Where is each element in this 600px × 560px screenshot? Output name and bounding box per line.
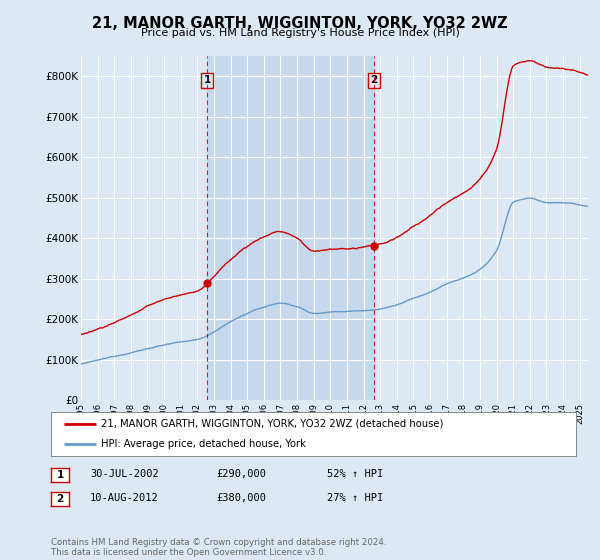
Text: 52% ↑ HPI: 52% ↑ HPI — [327, 469, 383, 479]
Text: Contains HM Land Registry data © Crown copyright and database right 2024.
This d: Contains HM Land Registry data © Crown c… — [51, 538, 386, 557]
Text: 30-JUL-2002: 30-JUL-2002 — [90, 469, 159, 479]
Bar — [207, 56, 374, 400]
Text: 21, MANOR GARTH, WIGGINTON, YORK, YO32 2WZ (detached house): 21, MANOR GARTH, WIGGINTON, YORK, YO32 2… — [101, 419, 443, 429]
Text: Price paid vs. HM Land Registry's House Price Index (HPI): Price paid vs. HM Land Registry's House … — [140, 28, 460, 38]
Text: 21, MANOR GARTH, WIGGINTON, YORK, YO32 2WZ: 21, MANOR GARTH, WIGGINTON, YORK, YO32 2… — [92, 16, 508, 31]
Text: 27% ↑ HPI: 27% ↑ HPI — [327, 493, 383, 503]
Text: £290,000: £290,000 — [216, 469, 266, 479]
Text: HPI: Average price, detached house, York: HPI: Average price, detached house, York — [101, 439, 306, 449]
Text: £380,000: £380,000 — [216, 493, 266, 503]
Text: 1: 1 — [203, 75, 211, 85]
Text: 2: 2 — [56, 494, 64, 504]
Text: 10-AUG-2012: 10-AUG-2012 — [90, 493, 159, 503]
Text: 1: 1 — [56, 470, 64, 480]
Text: 2: 2 — [370, 75, 377, 85]
